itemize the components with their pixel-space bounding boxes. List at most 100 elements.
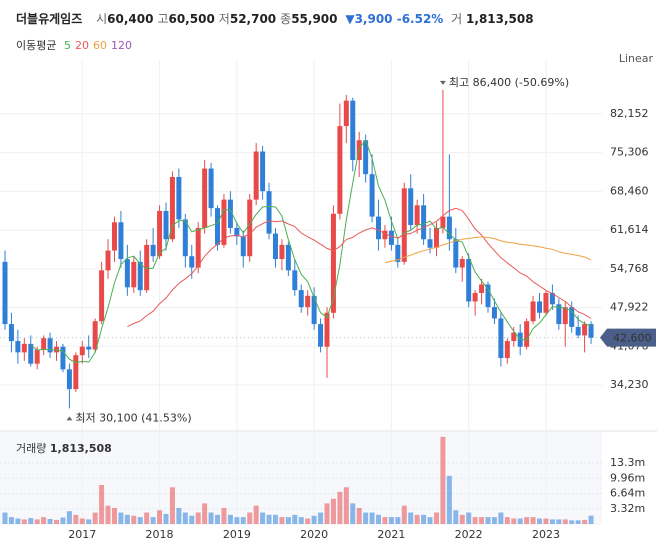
candle-body (537, 301, 543, 313)
candle-body (298, 290, 304, 308)
current-price-label: 42,600 (613, 332, 652, 345)
candle-body (60, 346, 66, 370)
volume-bar (208, 512, 214, 524)
volume-bar (298, 517, 304, 524)
volume-bar (330, 498, 336, 524)
header-key: 저 (218, 12, 230, 26)
volume-bar (376, 514, 382, 524)
ma-label: 이동평균 (16, 39, 57, 52)
volume-bar (163, 513, 169, 524)
candle-body (363, 140, 369, 175)
y-tick-label: 34,230 (610, 378, 649, 391)
header-items: 시60,400 고60,500 저52,700 종55,900 (92, 12, 337, 26)
header-value: 60,500 (168, 12, 215, 26)
volume-bar (105, 505, 111, 524)
ma-legend: 이동평균 5 20 60 120 (16, 37, 136, 53)
candle-body (47, 338, 53, 353)
volume-bar (60, 517, 66, 524)
volume-bar (414, 514, 420, 524)
candle-body (388, 230, 394, 245)
volume-bar (356, 507, 362, 524)
candle-body (421, 205, 427, 240)
volume-bar (369, 512, 375, 524)
volume-bar (569, 520, 575, 524)
y-tick-label: 75,306 (610, 146, 649, 159)
candle-body (8, 324, 14, 342)
y-tick-label: 68,460 (610, 184, 649, 197)
candle-body (337, 126, 343, 214)
volume-bar (504, 517, 510, 524)
candle-body (73, 355, 79, 390)
candle-body (21, 343, 27, 353)
volume-bar (118, 512, 124, 524)
candle-body (350, 100, 356, 161)
volume-bar (517, 518, 523, 524)
price-change: ▼3,900 -6.52% (345, 12, 444, 26)
candle-body (504, 341, 510, 359)
volume-bar (99, 485, 105, 524)
candle-body (202, 168, 208, 228)
volume-bar (575, 520, 581, 524)
candle-body (369, 174, 375, 217)
ma-line (127, 207, 592, 328)
volume-bar (466, 512, 472, 524)
legend-item[interactable]: 60 (92, 39, 107, 52)
candle-body (182, 219, 188, 257)
stock-name: 더블유게임즈 (16, 12, 83, 26)
candle-body (215, 208, 221, 245)
volume-bar (485, 517, 491, 524)
legend-item[interactable]: 120 (110, 39, 132, 52)
header-value: 52,700 (229, 12, 277, 26)
candle-body (575, 326, 581, 336)
volume-bar (350, 503, 356, 524)
candle-body (79, 346, 85, 356)
candle-body (111, 222, 117, 251)
volume-bar (169, 487, 175, 524)
volume-bar (227, 514, 233, 524)
candle-body (511, 332, 517, 342)
volume-bar (111, 507, 117, 524)
candle-body (260, 151, 266, 192)
candle-body (382, 230, 388, 240)
volume-bar (144, 512, 150, 524)
candle-body (253, 151, 259, 200)
volume-value: 1,813,508 (49, 442, 112, 455)
candle-body (15, 341, 21, 353)
candle-body (311, 295, 317, 325)
volume-bar (453, 510, 459, 524)
scale-toggle[interactable]: Linear (618, 52, 653, 65)
volume-bar (337, 491, 343, 524)
candle-body (163, 210, 169, 240)
volume-bar (479, 517, 485, 524)
candle-body (195, 227, 201, 268)
x-tick-label: 2021 (377, 528, 405, 541)
volume-bar (41, 517, 47, 524)
candle-body (266, 191, 272, 234)
volume-bar (28, 518, 34, 524)
candle-body (330, 213, 336, 313)
volume-bar (440, 436, 446, 524)
legend-item[interactable]: 5 (63, 39, 71, 52)
volume-bar (446, 475, 452, 524)
candle-body (208, 168, 214, 209)
candle-body (118, 222, 124, 260)
volume-bar (124, 514, 130, 524)
candle-body (2, 261, 8, 325)
volume-bar (459, 514, 465, 524)
volume-bar (253, 505, 259, 524)
candle-body (472, 292, 478, 302)
candle-body (427, 239, 433, 248)
volume-bar (491, 517, 497, 524)
volume-label: 거래량 (16, 442, 47, 455)
candle-body (401, 188, 407, 262)
legend-item[interactable]: 20 (74, 39, 89, 52)
high-annotation: 최고 86,400 (-50.69%) (449, 76, 569, 89)
header: 더블유게임즈 시60,400 고60,500 저52,700 종55,900 ▼3,9… (16, 10, 534, 27)
candle-body (227, 199, 233, 228)
candle-body (491, 307, 497, 319)
volume-bar (34, 519, 40, 524)
header-value: 55,900 (291, 12, 338, 26)
ma-line (384, 236, 592, 264)
volume-bar (498, 512, 504, 524)
